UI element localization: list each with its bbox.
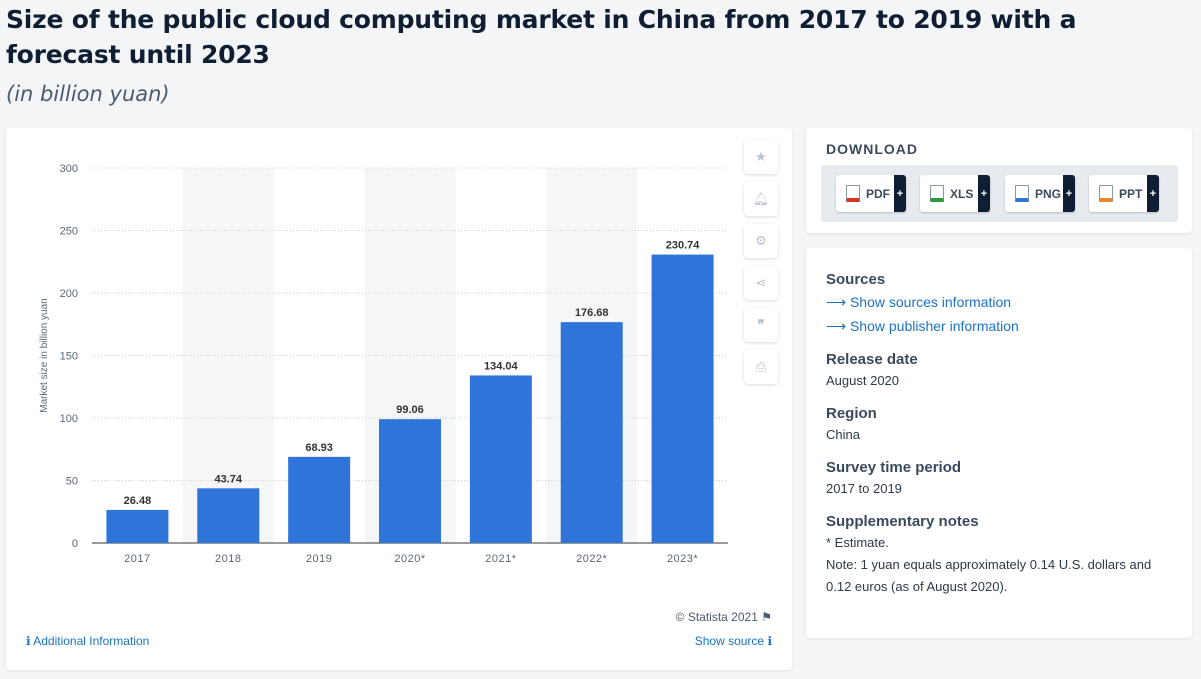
plus-icon: +: [978, 175, 990, 212]
data-label: 43.74: [215, 473, 243, 485]
pdf-file-icon: [846, 185, 860, 202]
download-bar: PDF + XLS + PNG + PPT +: [821, 165, 1178, 222]
chart-card: 0 50 100 150 200 250 300 26.48 2017 43.74 2018 68.9…: [6, 128, 792, 670]
data-label: 68.93: [305, 442, 333, 454]
y-tick-label: 100: [60, 413, 78, 425]
y-tick-label: 0: [72, 538, 78, 550]
plus-icon: +: [1063, 175, 1075, 212]
data-label: 99.06: [396, 404, 424, 416]
chart-toolbar: ★ 🔔︎ ⚙ ⋖ ❞ ⎙: [744, 140, 778, 392]
cite-button[interactable]: ❞: [744, 308, 778, 342]
bar: [469, 375, 532, 543]
page-subtitle: (in billion yuan): [6, 82, 170, 106]
release-date-heading: Release date: [826, 351, 918, 368]
y-tick-label: 150: [60, 351, 78, 363]
plus-icon: +: [1147, 175, 1159, 212]
region-value: China: [826, 427, 860, 442]
png-label: PNG: [1035, 186, 1062, 201]
show-source-label: Show source: [694, 634, 765, 648]
show-publisher-link[interactable]: ⟶ Show publisher information: [826, 314, 1176, 338]
y-axis-label: Market size in billion yuan: [39, 298, 50, 413]
release-date-value: August 2020: [826, 373, 900, 388]
x-tick-label: 2021*: [485, 553, 516, 565]
info-card: Sources ⟶ Show sources information ⟶ Sho…: [806, 248, 1192, 638]
png-file-icon: [1015, 185, 1029, 202]
bar: [560, 322, 623, 543]
show-sources-label: Show sources information: [849, 294, 1012, 310]
notification-button[interactable]: 🔔︎: [744, 182, 778, 216]
data-label: 134.04: [484, 360, 519, 372]
quote-icon: ❞: [757, 317, 765, 332]
print-icon: ⎙: [755, 359, 767, 374]
info-icon: ℹ: [767, 634, 772, 648]
supplementary-note-currency: Note: 1 yuan equals approximately 0.14 U…: [826, 557, 1152, 594]
show-sources-link[interactable]: ⟶ Show sources information: [826, 290, 1176, 314]
additional-info-link[interactable]: ℹ Additional Information: [26, 634, 149, 648]
y-tick-label: 50: [66, 476, 78, 488]
show-source-link[interactable]: Show source ℹ: [695, 634, 772, 648]
show-publisher-label: Show publisher information: [849, 318, 1019, 334]
page-title: Size of the public cloud computing marke…: [6, 5, 1077, 69]
print-button[interactable]: ⎙: [744, 350, 778, 384]
xls-file-icon: [930, 185, 944, 202]
settings-button[interactable]: ⚙: [744, 224, 778, 258]
x-tick-label: 2023*: [667, 553, 698, 565]
sources-heading: Sources: [826, 271, 886, 288]
supplementary-notes-heading: Supplementary notes: [826, 513, 979, 530]
share-button[interactable]: ⋖: [744, 266, 778, 300]
data-label: 26.48: [124, 495, 152, 507]
xls-label: XLS: [950, 186, 974, 201]
ppt-file-icon: [1099, 185, 1113, 202]
x-tick-label: 2017: [124, 553, 150, 565]
arrow-right-icon: ⟶: [826, 318, 847, 334]
bell-icon: 🔔︎: [752, 191, 770, 206]
flag-icon: ⚑: [761, 610, 772, 624]
bar: [651, 254, 714, 543]
bar: [379, 419, 441, 543]
x-tick-label: 2022*: [576, 553, 607, 565]
bar: [106, 509, 169, 543]
copyright: © Statista 2021 ⚑: [676, 610, 772, 624]
bar: [288, 456, 351, 543]
y-tick-label: 200: [60, 288, 78, 300]
gear-icon: ⚙: [755, 233, 767, 248]
download-png-button[interactable]: PNG +: [1005, 175, 1075, 212]
region-heading: Region: [826, 405, 877, 422]
x-tick-label: 2020*: [394, 553, 425, 565]
y-tick-label: 250: [60, 226, 78, 238]
data-label: 230.74: [666, 240, 701, 252]
plus-icon: +: [894, 175, 906, 212]
download-title: DOWNLOAD: [826, 141, 918, 157]
x-tick-label: 2019: [306, 553, 332, 565]
info-icon: ℹ: [26, 634, 31, 648]
survey-period-value: 2017 to 2019: [826, 481, 902, 496]
download-xls-button[interactable]: XLS +: [920, 175, 990, 212]
bar: [197, 488, 260, 543]
star-icon: ★: [755, 149, 767, 164]
share-icon: ⋖: [755, 275, 767, 290]
additional-info-label: Additional Information: [33, 634, 150, 648]
ppt-label: PPT: [1119, 186, 1143, 201]
favorite-button[interactable]: ★: [744, 140, 778, 174]
download-card: DOWNLOAD PDF + XLS + PNG + PPT +: [806, 128, 1192, 233]
data-label: 176.68: [575, 307, 609, 319]
pdf-label: PDF: [866, 186, 890, 201]
survey-period-heading: Survey time period: [826, 459, 962, 476]
download-pdf-button[interactable]: PDF +: [836, 175, 906, 212]
download-ppt-button[interactable]: PPT +: [1089, 175, 1159, 212]
y-tick-label: 300: [60, 163, 78, 175]
copyright-text: © Statista 2021: [675, 610, 758, 624]
supplementary-note-estimate: * Estimate.: [826, 535, 889, 550]
arrow-right-icon: ⟶: [826, 294, 847, 310]
bar-chart: 0 50 100 150 200 250 300 26.48 2017 43.74 2018 68.9…: [39, 163, 728, 565]
x-tick-label: 2018: [215, 553, 241, 565]
